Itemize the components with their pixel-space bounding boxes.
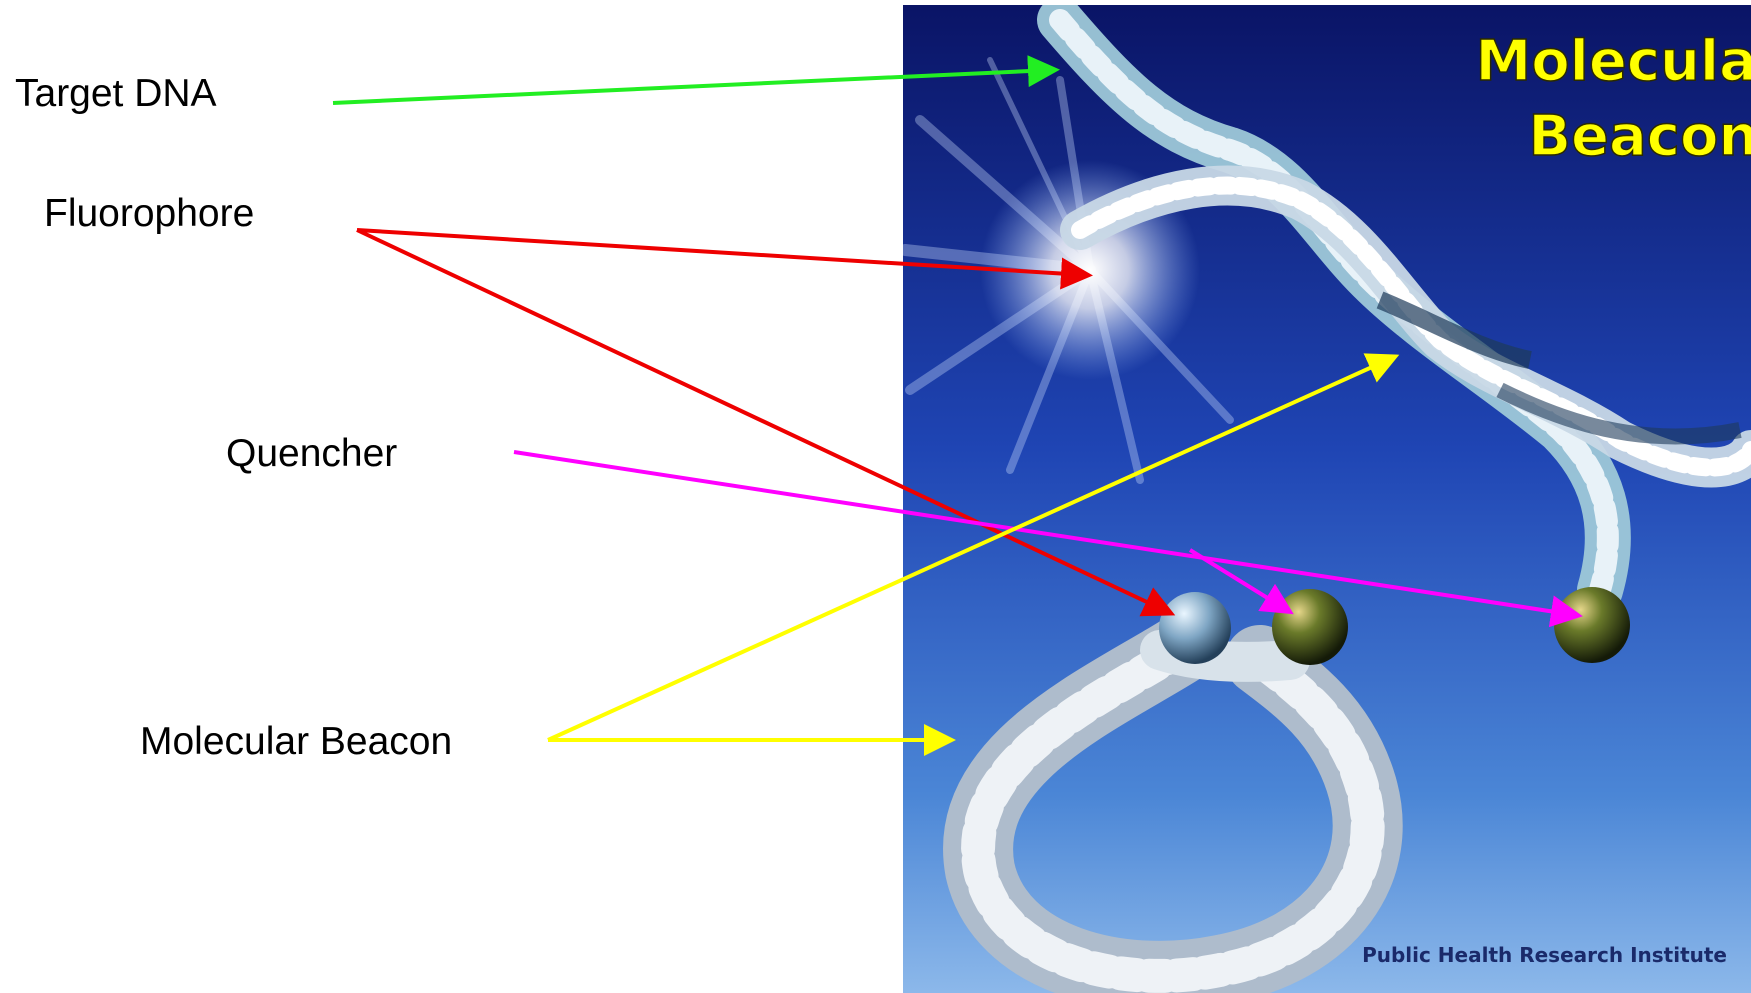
fluorophore-sphere-beacon <box>1159 592 1231 664</box>
label-fluorophore: Fluorophore <box>44 192 255 235</box>
quencher-sphere-target <box>1554 587 1630 663</box>
label-quencher: Quencher <box>226 432 398 475</box>
target-dna-helix <box>1037 5 1751 613</box>
label-molecular-beacon: Molecular Beacon <box>140 720 453 763</box>
arrow-molecular-beacon-target <box>547 353 1400 742</box>
quencher-sphere-beacon <box>1272 589 1348 665</box>
molecular-beacons-picture: Molecular Beacons Public Health Research… <box>903 5 1751 993</box>
image-credit: Public Health Research Institute <box>1362 943 1727 967</box>
image-title-line1: Molecular <box>1475 29 1751 94</box>
arrow-quencher-beacon <box>1188 548 1294 615</box>
image-title-line2: Beacons <box>1528 104 1751 169</box>
arrow-quencher-target <box>513 450 1583 628</box>
arrow-fluorophore-beacon <box>356 228 1176 617</box>
annotation-arrows <box>332 55 1583 756</box>
label-target-dna: Target DNA <box>15 72 217 115</box>
arrow-fluorophore-glow <box>356 228 1093 290</box>
arrow-target-dna <box>332 55 1060 105</box>
